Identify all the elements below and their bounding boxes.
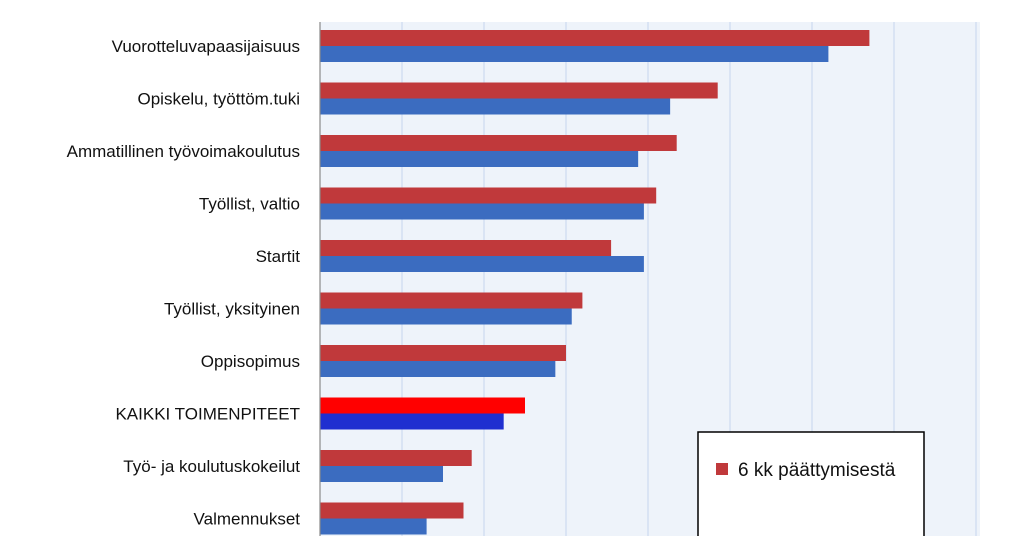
bar-series-1	[320, 187, 657, 204]
category-label: Valmennukset	[194, 510, 301, 529]
bar-series-2	[320, 151, 639, 167]
legend-swatch	[716, 463, 728, 475]
category-label: Startit	[256, 247, 301, 266]
legend-label: 6 kk päättymisestä	[738, 460, 896, 481]
category-label: Työllist, yksityinen	[164, 300, 300, 319]
category-label: Opiskelu, työttöm.tuki	[137, 90, 300, 109]
bar-series-1	[320, 345, 566, 361]
bar-series-2	[320, 518, 427, 535]
bars	[320, 30, 870, 535]
bar-series-1	[320, 240, 612, 256]
category-label: Työ- ja koulutuskokeilut	[123, 457, 300, 476]
category-label: Ammatillinen työvoimakoulutus	[67, 142, 300, 161]
bar-series-2	[320, 98, 671, 115]
bar-series-2	[320, 361, 556, 377]
bar-series-1	[320, 82, 718, 99]
category-label: Vuorotteluvapaasijaisuus	[112, 37, 300, 56]
category-label: Oppisopimus	[201, 352, 300, 371]
legend-box	[697, 431, 925, 536]
bar-series-1	[320, 397, 525, 414]
bar-series-1	[320, 502, 464, 519]
category-label: Työllist, valtio	[199, 195, 300, 214]
category-labels: Vuorotteluvapaasijaisuus Opiskelu, työttö…	[67, 37, 301, 529]
bar-series-2	[320, 413, 504, 430]
bar-series-2	[320, 203, 644, 220]
bar-series-1	[320, 450, 472, 466]
bar-series-2	[320, 466, 443, 482]
bar-series-2	[320, 308, 572, 325]
bar-series-1	[320, 292, 583, 309]
bar-series-1	[320, 30, 870, 46]
bar-series-2	[320, 256, 644, 272]
bar-series-2	[320, 46, 829, 62]
bar-series-1	[320, 135, 677, 151]
legend: 6 kk päättymisestä	[697, 431, 925, 536]
category-label: KAIKKI TOIMENPITEET	[115, 405, 300, 424]
